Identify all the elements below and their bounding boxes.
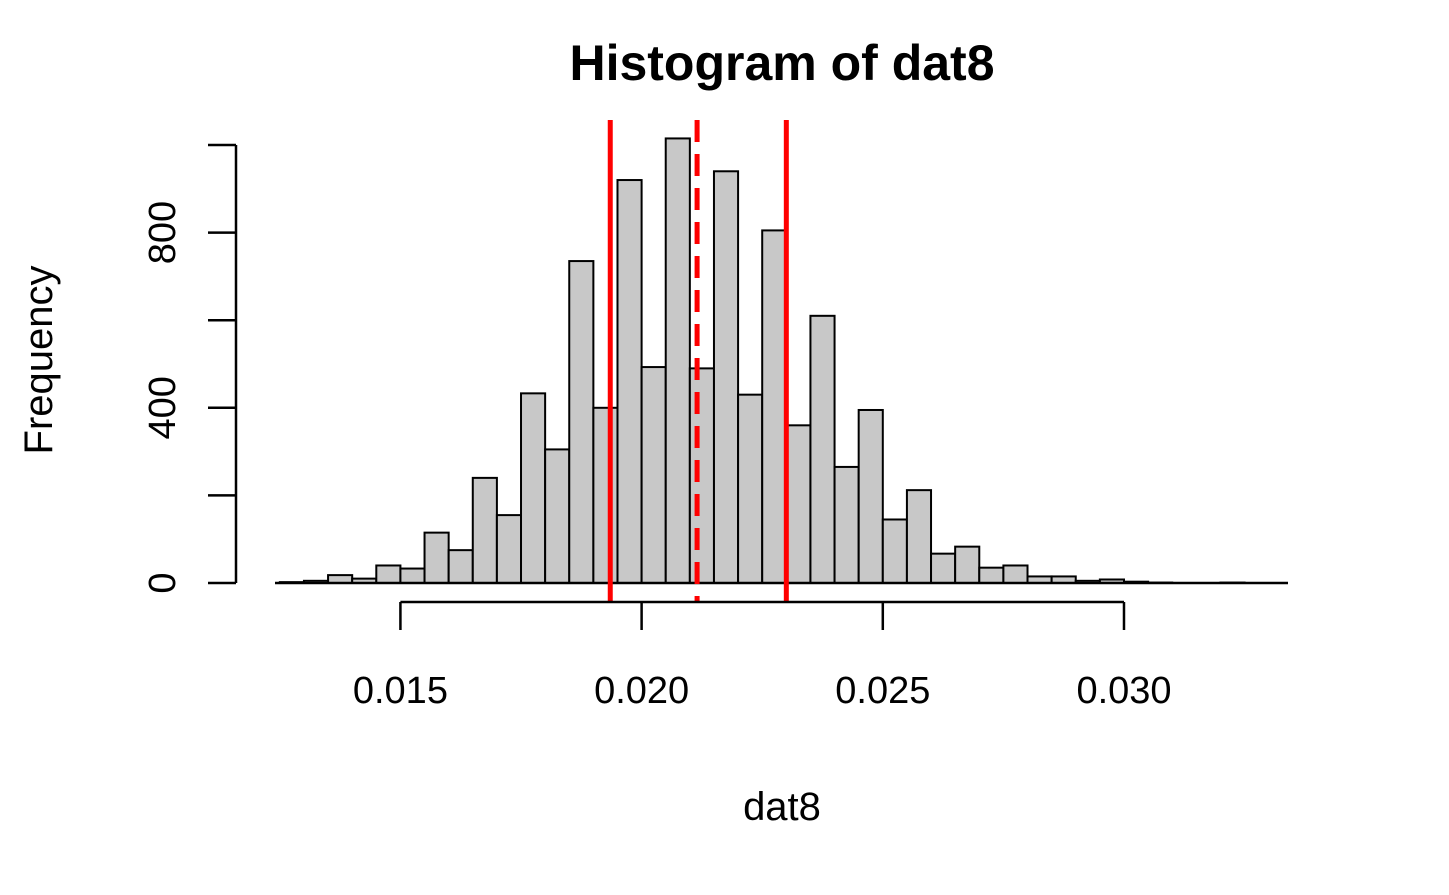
histogram-bar (664, 137, 691, 584)
histogram-bar (857, 408, 884, 584)
bars-group (275, 137, 1288, 585)
x-axis-label: dat8 (743, 785, 821, 829)
histogram-bar (785, 424, 812, 584)
histogram-bar (833, 465, 860, 584)
histogram-bar (954, 545, 981, 584)
y-tick-label: 400 (142, 376, 184, 439)
histogram-bar (616, 179, 643, 584)
y-tick-label: 0 (142, 572, 184, 593)
y-axis-label: Frequency (17, 266, 61, 455)
histogram-bar (688, 367, 715, 584)
histogram-bar (1002, 564, 1029, 584)
histogram-bar (930, 552, 957, 584)
reference-lines-group (607, 120, 789, 602)
histogram-bar (809, 314, 836, 584)
histogram-bar (712, 170, 740, 584)
histogram-bar (520, 392, 547, 585)
histogram-bar (568, 260, 595, 584)
histogram-bar (447, 549, 474, 585)
histogram-bar (399, 567, 426, 585)
x-tick-label: 0.020 (594, 670, 689, 712)
histogram-bar (544, 448, 571, 584)
histogram-bar (761, 229, 788, 584)
histogram-bar (978, 566, 1005, 584)
x-tick-label: 0.025 (835, 670, 930, 712)
x-axis: 0.015 0.020 0.025 0.030 (353, 600, 1172, 712)
histogram-bar (471, 476, 498, 585)
chart-title: Histogram of dat8 (569, 35, 994, 91)
y-tick-label: 800 (142, 201, 184, 264)
histogram-bar (592, 406, 619, 584)
histogram-bar (375, 564, 402, 584)
x-tick-label: 0.015 (353, 670, 448, 712)
x-tick-label: 0.030 (1076, 670, 1171, 712)
histogram-bar (905, 489, 933, 585)
histogram-bar (737, 393, 764, 584)
histogram-bar (423, 531, 450, 585)
histogram-bar (495, 514, 523, 584)
y-axis: 0 400 800 (142, 143, 238, 594)
histogram-bar (881, 518, 908, 584)
histogram-bar (640, 366, 667, 585)
